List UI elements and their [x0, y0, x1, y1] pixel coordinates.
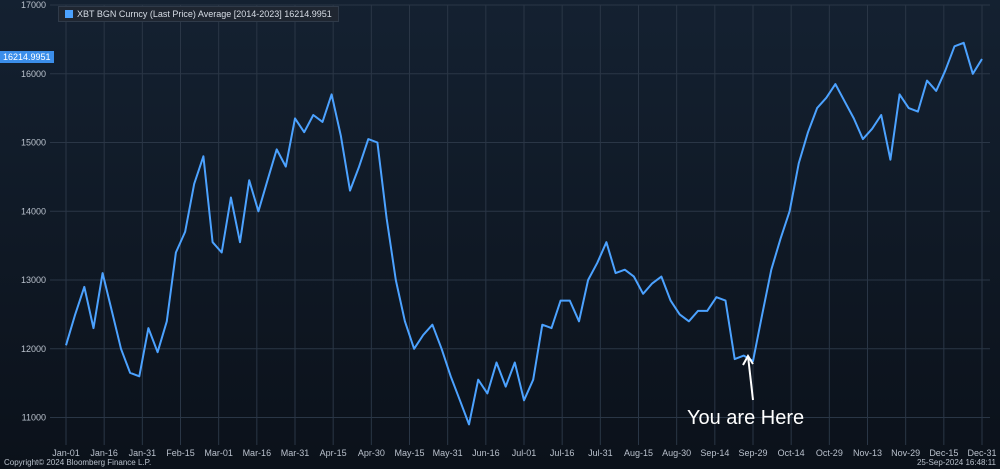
x-tick-label: Jul-01: [512, 448, 537, 458]
y-tick-label: 16000: [21, 69, 46, 79]
x-tick-label: May-15: [394, 448, 424, 458]
x-tick-label: Oct-29: [816, 448, 843, 458]
x-tick-label: Jul-16: [550, 448, 575, 458]
y-tick-label: 15000: [21, 138, 46, 148]
legend-swatch: [65, 10, 73, 18]
x-tick-label: Sep-14: [700, 448, 729, 458]
y-tick-label: 12000: [21, 344, 46, 354]
x-tick-label: Apr-30: [358, 448, 385, 458]
legend-label: XBT BGN Curncy (Last Price) Average [201…: [77, 9, 332, 19]
timestamp: 25-Sep-2024 16:48:11: [916, 458, 996, 467]
x-tick-label: Apr-15: [320, 448, 347, 458]
x-tick-label: Dec-31: [967, 448, 996, 458]
x-tick-label: Feb-15: [166, 448, 195, 458]
x-tick-label: Nov-13: [853, 448, 882, 458]
x-tick-label: Mar-31: [281, 448, 310, 458]
x-tick-label: Jun-16: [472, 448, 500, 458]
x-tick-label: Jan-31: [129, 448, 157, 458]
x-tick-label: Dec-15: [929, 448, 958, 458]
x-tick-label: Jan-01: [52, 448, 80, 458]
x-tick-label: Mar-01: [204, 448, 233, 458]
y-tick-label: 17000: [21, 0, 46, 10]
x-tick-label: Aug-15: [624, 448, 653, 458]
y-axis-ticks: 11000 12000 13000 14000 15000 16000 17000: [21, 0, 46, 423]
x-tick-label: Mar-16: [243, 448, 272, 458]
x-tick-label: Nov-29: [891, 448, 920, 458]
x-tick-label: Sep-29: [738, 448, 767, 458]
copyright: Copyright© 2024 Bloomberg Finance L.P.: [4, 458, 152, 467]
x-tick-label: Jan-16: [90, 448, 118, 458]
grid: [50, 4, 990, 445]
legend: XBT BGN Curncy (Last Price) Average [201…: [58, 6, 339, 22]
y-tick-label: 11000: [22, 413, 46, 423]
series-line: [65, 41, 983, 426]
x-tick-label: Aug-30: [662, 448, 691, 458]
annotation-label: You are Here: [687, 407, 805, 429]
x-tick-label: Oct-14: [778, 448, 805, 458]
y-tick-label: 13000: [21, 275, 46, 285]
annotation-arrow: [742, 354, 754, 401]
x-tick-label: Jul-31: [588, 448, 613, 458]
y-tick-label: 14000: [21, 206, 46, 216]
last-value-badge: 16214.9951: [0, 51, 54, 63]
x-tick-label: May-31: [433, 448, 463, 458]
x-axis-ticks: Jan-01 Jan-16 Jan-31 Feb-15 Mar-01 Mar-16 Mar-…: [52, 448, 996, 458]
